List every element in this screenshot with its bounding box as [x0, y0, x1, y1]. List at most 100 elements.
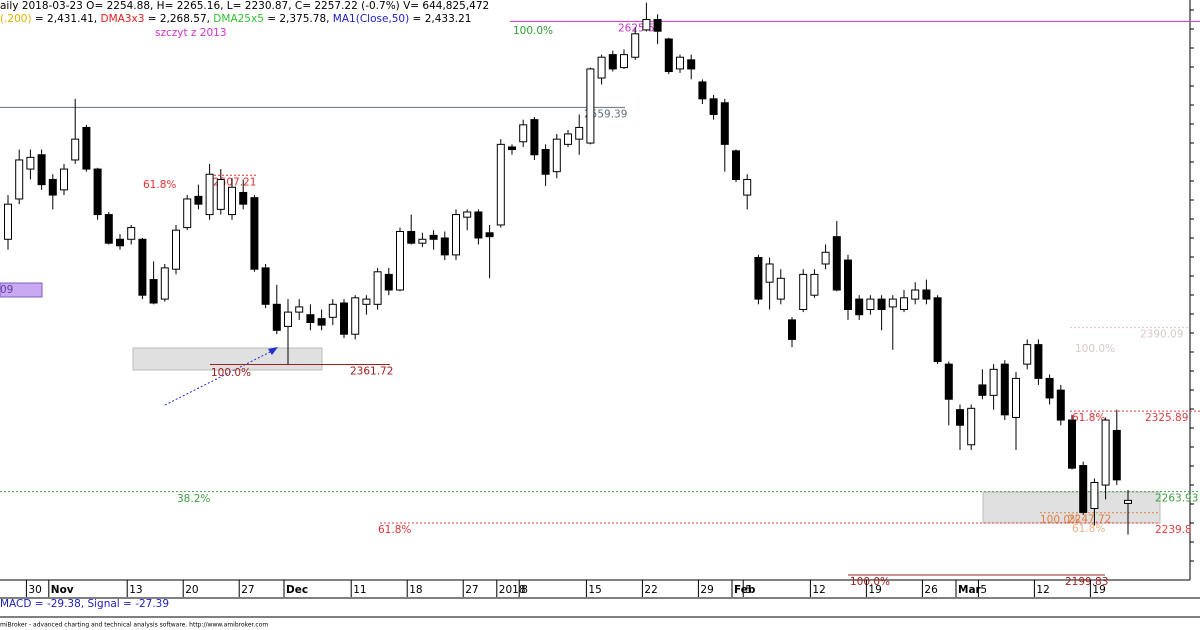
- x-tick-label: 5: [980, 584, 987, 596]
- candle-body: [754, 256, 763, 300]
- annotation: 38.2%: [177, 493, 210, 505]
- candle-body: [60, 168, 68, 191]
- candle-body: [541, 149, 550, 175]
- zone: [982, 491, 1161, 524]
- candle-body: [1124, 499, 1132, 504]
- candle-body: [1068, 419, 1076, 469]
- candle-body: [172, 229, 180, 270]
- candle-body: [82, 126, 91, 170]
- candle-body: [496, 143, 505, 226]
- annotation: 61.8%: [1072, 412, 1105, 424]
- candle-body: [866, 298, 875, 311]
- x-tick-label: 8: [521, 584, 528, 596]
- candle-body: [295, 306, 304, 313]
- candle-body: [810, 273, 819, 296]
- x-tick-label: 12: [812, 584, 825, 596]
- candle-body: [1056, 389, 1065, 421]
- candle-body: [620, 54, 628, 69]
- price-box: [0, 282, 43, 298]
- candle-body: [1090, 481, 1099, 509]
- candle-body: [407, 230, 416, 244]
- arrow: [164, 348, 277, 406]
- x-tick-label: 13: [129, 584, 142, 596]
- candle-body: [1112, 429, 1121, 481]
- candle-body: [284, 311, 292, 327]
- candle-body: [373, 271, 382, 305]
- candle-body: [888, 298, 897, 308]
- candle-body: [933, 297, 942, 363]
- candle-body: [956, 409, 964, 426]
- x-tick-label: Dec: [286, 584, 308, 596]
- candle-body: [71, 138, 80, 161]
- candle-body: [205, 173, 214, 216]
- x-tick-label: 29: [700, 584, 713, 596]
- candle-body: [877, 298, 886, 311]
- candle-body: [104, 214, 113, 244]
- candle-body: [844, 259, 852, 311]
- x-tick-label: 22: [644, 584, 657, 596]
- x-tick-label: 19: [1092, 584, 1105, 596]
- candle-body: [1000, 363, 1009, 416]
- candle-body: [216, 178, 225, 210]
- header-segment: DMA25x5: [213, 13, 264, 25]
- candle-body: [463, 211, 472, 218]
- candle-body: [799, 273, 808, 311]
- candle-body: [788, 319, 796, 340]
- candle-body: [183, 198, 192, 229]
- candle-body: [474, 211, 483, 239]
- annotation: 100.0%: [1075, 343, 1115, 355]
- x-tick-label: 26: [924, 584, 938, 596]
- candle-body: [608, 54, 617, 70]
- annotation: 61.8%: [1072, 523, 1105, 535]
- candle-body: [664, 38, 673, 73]
- level-label: 2625.57: [618, 22, 661, 34]
- candle-body: [250, 197, 259, 270]
- annotation: szczyt z 2013: [155, 27, 227, 39]
- candle-body: [564, 133, 572, 145]
- candle-body: [687, 59, 696, 70]
- arrow-head: [268, 347, 278, 355]
- macd-label: MACD = -29.38, Signal = -27.39: [0, 598, 169, 610]
- candle-body: [160, 267, 169, 300]
- header-segment: (.200): [0, 13, 32, 25]
- candle-body: [911, 289, 920, 300]
- candle-body: [261, 267, 270, 305]
- candle-body: [194, 195, 203, 205]
- candle-body: [15, 159, 24, 200]
- candle-body: [93, 168, 102, 216]
- x-tick-label: 20: [185, 584, 198, 596]
- header-segment: = 2,431.41,: [32, 13, 101, 25]
- x-tick-label: 12: [1036, 584, 1049, 596]
- header-segment: = 2,375.78,: [264, 13, 333, 25]
- candle-body: [900, 297, 908, 311]
- level-label: 2199.83: [1065, 576, 1108, 588]
- header-segment: DMA3x3: [100, 13, 144, 25]
- x-tick-label: 27: [241, 584, 254, 596]
- candle-body: [452, 214, 460, 256]
- candle-body: [653, 19, 662, 32]
- x-tick-label: 5: [745, 584, 752, 596]
- candle-body: [586, 68, 595, 144]
- candle-body: [396, 230, 404, 291]
- candle-body: [138, 238, 147, 296]
- candle-body: [720, 102, 729, 145]
- candle-body: [4, 203, 12, 240]
- candle-body: [429, 234, 438, 240]
- header-segment: = 2,268.57,: [144, 13, 213, 25]
- footer: miBroker - advanced charting and technic…: [0, 622, 268, 629]
- candle-body: [855, 298, 864, 316]
- candle-body: [26, 156, 35, 170]
- x-tick-label: 27: [465, 584, 478, 596]
- candle-body: [530, 119, 539, 156]
- candle-body: [1079, 465, 1088, 513]
- annotation: 100.0%: [850, 576, 890, 588]
- x-tick-label: Nov: [51, 584, 74, 596]
- candle-body: [351, 297, 360, 335]
- candle-body: [1034, 344, 1043, 379]
- header: aily 2018-03-23 O= 2254.88, H= 2265.16, …: [0, 0, 489, 12]
- annotation: 09: [0, 284, 13, 296]
- annotation: 100.0%: [1040, 514, 1080, 526]
- candle-body: [552, 138, 561, 173]
- candle-body: [698, 81, 707, 100]
